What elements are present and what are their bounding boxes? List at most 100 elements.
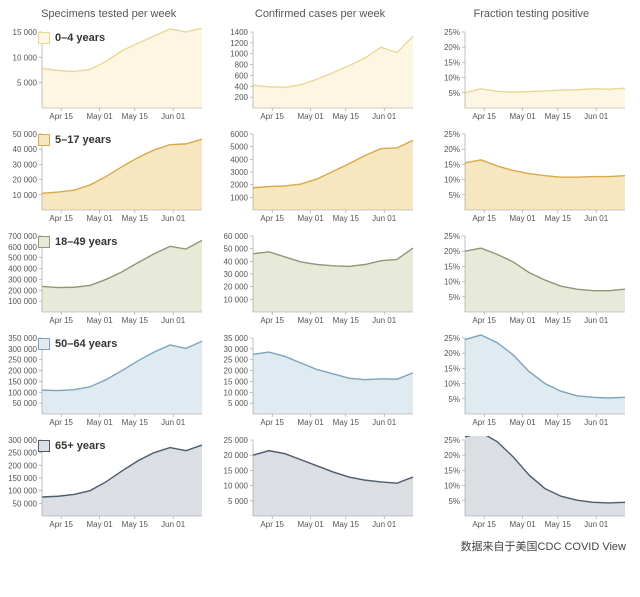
- svg-text:May 15: May 15: [333, 214, 360, 223]
- svg-text:Apr 15: Apr 15: [49, 418, 73, 427]
- svg-text:20%: 20%: [444, 247, 460, 256]
- svg-text:50 000: 50 000: [224, 245, 249, 254]
- svg-text:200 000: 200 000: [8, 286, 37, 295]
- svg-text:1000: 1000: [231, 193, 249, 202]
- chart-panel: 50 000100 000150 000200 000250 000300 00…: [8, 334, 209, 430]
- svg-text:300 000: 300 000: [8, 275, 37, 284]
- svg-text:100 000: 100 000: [8, 297, 37, 306]
- svg-text:May 01: May 01: [298, 520, 325, 529]
- svg-text:May 15: May 15: [122, 316, 149, 325]
- chart-panel: 5 00010 00015 00020 00025 00030 00035 00…: [219, 334, 420, 430]
- age-group-label: 5–17 years: [38, 134, 111, 146]
- svg-text:Apr 15: Apr 15: [49, 520, 73, 529]
- svg-text:May 01: May 01: [509, 418, 536, 427]
- svg-text:May 01: May 01: [509, 112, 536, 121]
- svg-text:30 000: 30 000: [224, 345, 249, 354]
- svg-text:Apr 15: Apr 15: [49, 112, 73, 121]
- svg-text:25 000: 25 000: [224, 356, 249, 365]
- footer-attribution: 数据来自于美国CDC COVID View: [8, 532, 632, 554]
- svg-text:50 000: 50 000: [13, 399, 38, 408]
- age-group-label: 18–49 years: [38, 236, 117, 248]
- svg-text:6000: 6000: [231, 130, 249, 139]
- svg-text:50 000: 50 000: [13, 499, 38, 508]
- svg-text:400 000: 400 000: [8, 265, 37, 274]
- svg-text:May 15: May 15: [333, 316, 360, 325]
- svg-text:10 000: 10 000: [224, 295, 249, 304]
- svg-text:25%: 25%: [444, 130, 460, 139]
- svg-text:25%: 25%: [444, 232, 460, 241]
- svg-text:800: 800: [235, 61, 249, 70]
- svg-text:Jun 01: Jun 01: [373, 520, 398, 529]
- chart-panel: 5%10%15%20%25%Apr 15May 01May 15Jun 01: [431, 130, 632, 226]
- svg-text:3000: 3000: [231, 168, 249, 177]
- age-group-label: 65+ years: [38, 440, 105, 452]
- svg-text:Jun 01: Jun 01: [373, 418, 398, 427]
- svg-text:Apr 15: Apr 15: [49, 316, 73, 325]
- chart-grid: Specimens tested per week Confirmed cases…: [8, 8, 632, 532]
- svg-text:25 000: 25 000: [224, 436, 249, 445]
- svg-text:May 01: May 01: [298, 418, 325, 427]
- column-header: Specimens tested per week: [8, 8, 209, 22]
- svg-text:15%: 15%: [444, 160, 460, 169]
- svg-text:10 000: 10 000: [13, 53, 38, 62]
- age-group-text: 5–17 years: [55, 134, 111, 146]
- svg-text:100 000: 100 000: [8, 388, 37, 397]
- svg-text:20%: 20%: [444, 145, 460, 154]
- svg-text:May 15: May 15: [544, 112, 571, 121]
- svg-text:May 01: May 01: [509, 520, 536, 529]
- svg-text:Apr 15: Apr 15: [472, 316, 496, 325]
- svg-text:Jun 01: Jun 01: [161, 214, 186, 223]
- svg-text:May 15: May 15: [544, 520, 571, 529]
- svg-text:300 000: 300 000: [8, 436, 37, 445]
- svg-text:Apr 15: Apr 15: [261, 520, 285, 529]
- svg-text:May 15: May 15: [333, 520, 360, 529]
- svg-text:15 000: 15 000: [13, 28, 38, 37]
- svg-text:Apr 15: Apr 15: [472, 214, 496, 223]
- chart-panel: 5%10%15%20%25%Apr 15May 01May 15Jun 01: [431, 436, 632, 532]
- svg-text:5%: 5%: [448, 191, 460, 200]
- svg-text:15%: 15%: [444, 262, 460, 271]
- svg-text:Apr 15: Apr 15: [261, 316, 285, 325]
- svg-text:May 15: May 15: [333, 112, 360, 121]
- svg-text:5%: 5%: [448, 293, 460, 302]
- svg-text:10%: 10%: [444, 176, 460, 185]
- svg-text:Jun 01: Jun 01: [584, 214, 609, 223]
- svg-text:Apr 15: Apr 15: [261, 214, 285, 223]
- chart-panel: 5%10%15%20%25%Apr 15May 01May 15Jun 01: [431, 334, 632, 430]
- svg-text:15%: 15%: [444, 364, 460, 373]
- svg-text:1400: 1400: [231, 28, 249, 37]
- svg-text:150 000: 150 000: [8, 377, 37, 386]
- svg-text:May 01: May 01: [86, 520, 113, 529]
- svg-text:10 000: 10 000: [224, 388, 249, 397]
- svg-text:Jun 01: Jun 01: [584, 112, 609, 121]
- svg-text:350 000: 350 000: [8, 334, 37, 343]
- svg-text:Apr 15: Apr 15: [472, 520, 496, 529]
- chart-panel: 10 00020 00030 00040 00050 000Apr 15May …: [8, 130, 209, 226]
- svg-text:60 000: 60 000: [224, 232, 249, 241]
- svg-text:15 000: 15 000: [224, 466, 249, 475]
- svg-text:20%: 20%: [444, 451, 460, 460]
- svg-text:5%: 5%: [448, 395, 460, 404]
- legend-swatch: [38, 236, 50, 248]
- age-group-text: 0–4 years: [55, 32, 105, 44]
- svg-text:40 000: 40 000: [13, 145, 38, 154]
- svg-text:Apr 15: Apr 15: [49, 214, 73, 223]
- svg-text:1000: 1000: [231, 50, 249, 59]
- svg-text:20 000: 20 000: [224, 283, 249, 292]
- legend-swatch: [38, 338, 50, 350]
- legend-swatch: [38, 32, 50, 44]
- svg-text:Jun 01: Jun 01: [373, 112, 398, 121]
- svg-text:Apr 15: Apr 15: [261, 418, 285, 427]
- svg-text:Jun 01: Jun 01: [161, 520, 186, 529]
- svg-text:May 15: May 15: [122, 520, 149, 529]
- chart-panel: 10 00020 00030 00040 00050 00060 000Apr …: [219, 232, 420, 328]
- svg-text:1200: 1200: [231, 39, 249, 48]
- svg-text:Apr 15: Apr 15: [472, 112, 496, 121]
- svg-text:Jun 01: Jun 01: [584, 418, 609, 427]
- column-header: Confirmed cases per week: [219, 8, 420, 22]
- svg-text:May 01: May 01: [298, 214, 325, 223]
- svg-text:25%: 25%: [444, 28, 460, 37]
- svg-text:Jun 01: Jun 01: [161, 316, 186, 325]
- svg-text:300 000: 300 000: [8, 345, 37, 354]
- svg-text:Jun 01: Jun 01: [584, 316, 609, 325]
